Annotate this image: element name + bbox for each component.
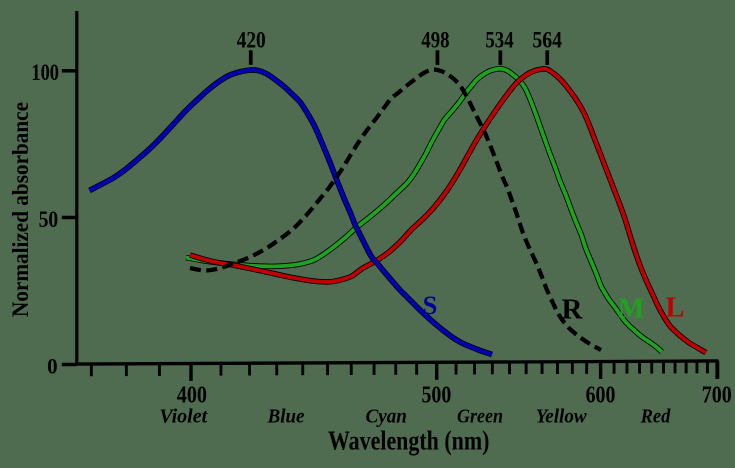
svg-text:Yellow: Yellow (536, 405, 588, 427)
svg-text:564: 564 (532, 28, 562, 54)
svg-text:498: 498 (421, 28, 449, 54)
svg-text:L: L (666, 293, 685, 324)
svg-text:534: 534 (485, 28, 513, 54)
svg-text:50: 50 (39, 207, 59, 233)
svg-text:Wavelength (nm): Wavelength (nm) (328, 426, 490, 456)
svg-text:Red: Red (640, 405, 672, 427)
svg-text:R: R (562, 293, 584, 325)
svg-text:0: 0 (47, 353, 58, 378)
svg-text:Violet: Violet (159, 405, 208, 427)
svg-text:700: 700 (702, 382, 732, 409)
svg-text:400: 400 (177, 382, 207, 409)
svg-text:100: 100 (31, 60, 59, 85)
svg-text:Blue: Blue (267, 405, 305, 427)
svg-text:420: 420 (237, 28, 266, 54)
svg-text:600: 600 (586, 382, 616, 409)
svg-text:Cyan: Cyan (366, 405, 407, 427)
svg-text:Green: Green (457, 405, 503, 427)
svg-text:S: S (423, 290, 438, 320)
svg-text:Normalized absorbance: Normalized absorbance (8, 102, 33, 317)
svg-text:M: M (618, 294, 644, 325)
svg-text:500: 500 (422, 382, 452, 409)
